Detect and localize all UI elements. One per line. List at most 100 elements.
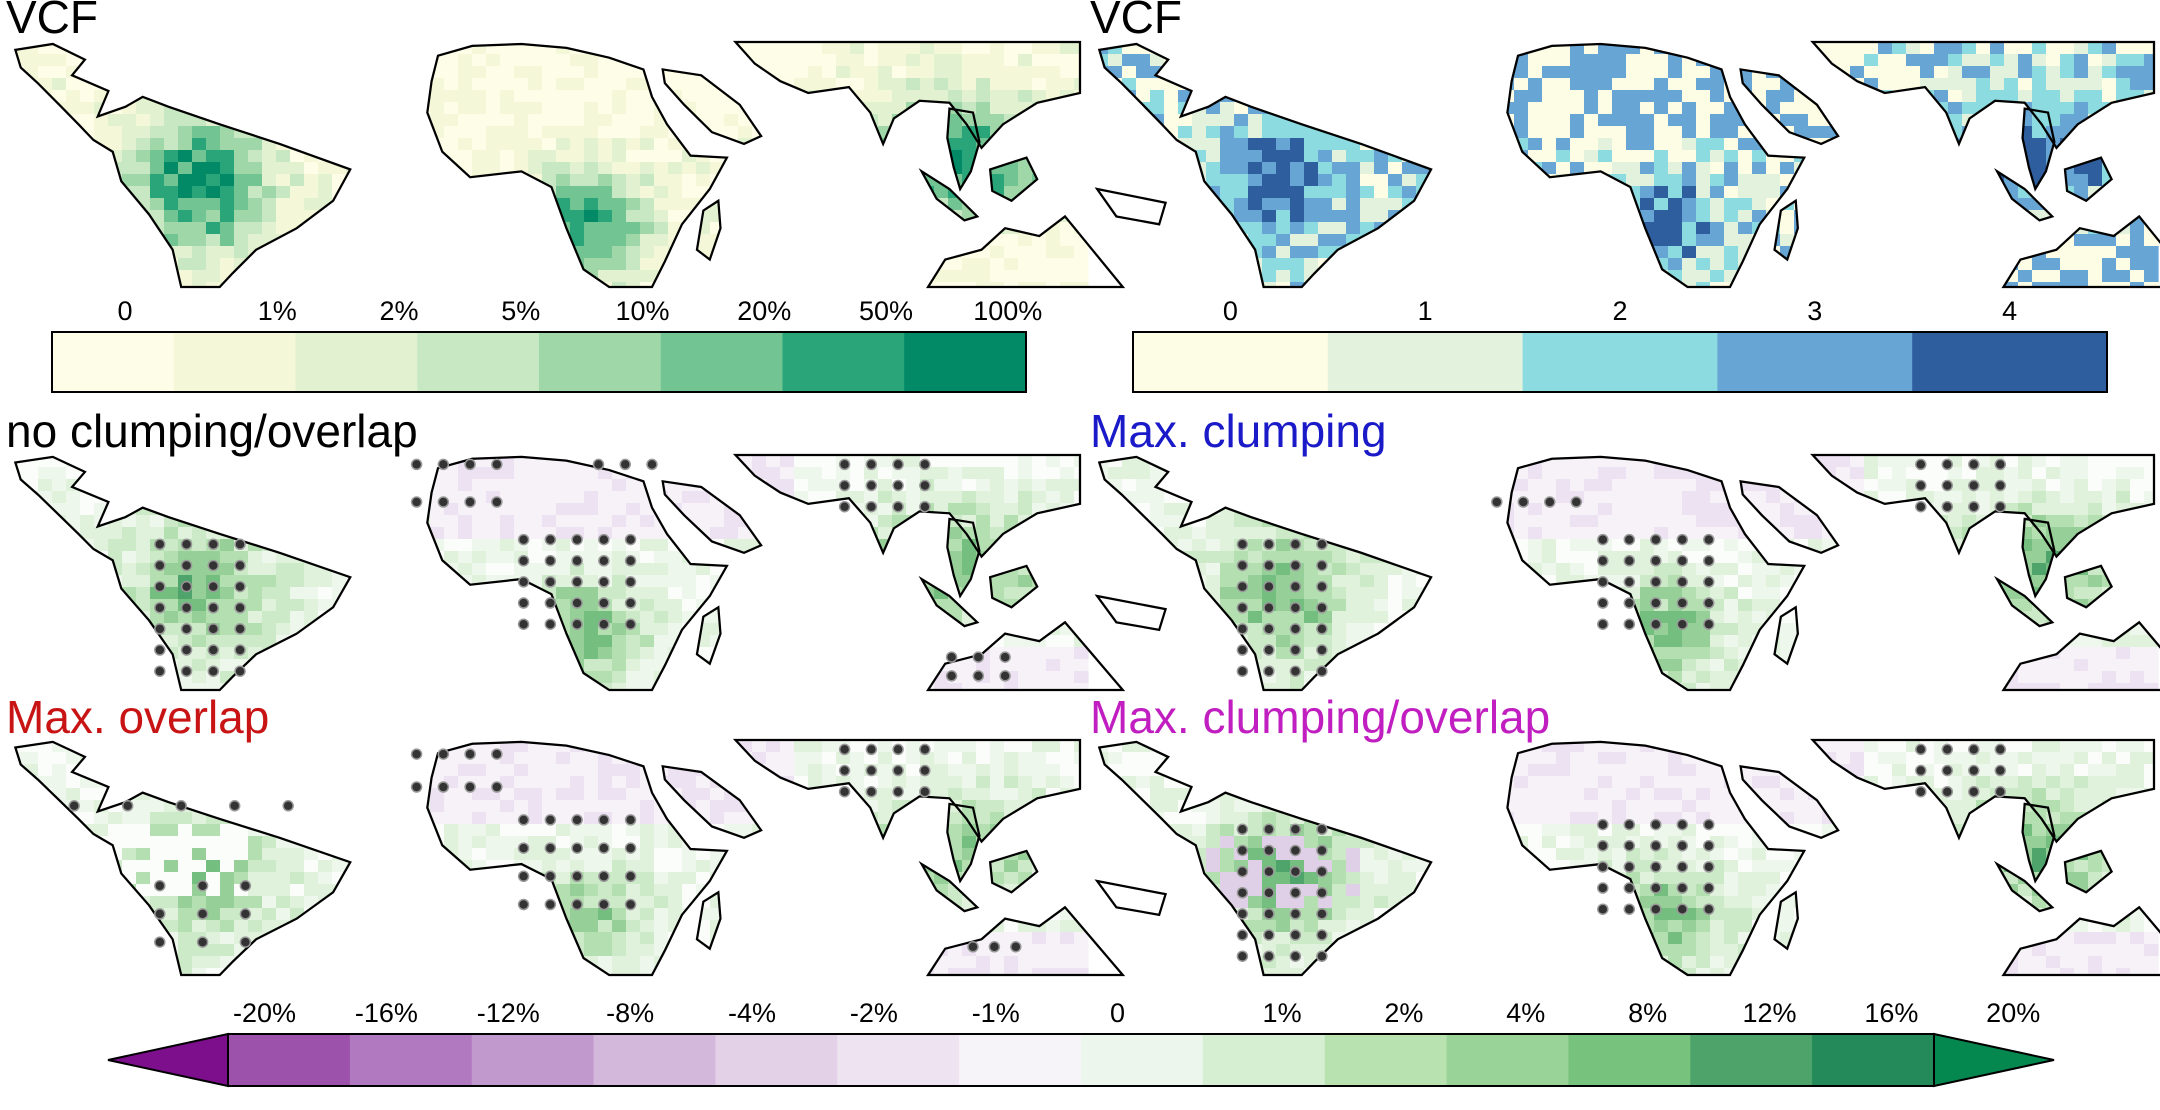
stipple-dot: [624, 898, 637, 911]
stipple-dot: [180, 602, 193, 614]
stipple-dot: [1289, 887, 1302, 899]
stipple-dot: [892, 785, 904, 798]
stipple-dot: [68, 800, 80, 812]
stipple-dot: [571, 898, 583, 911]
stipple-dot: [1236, 665, 1249, 677]
stipple-dot: [865, 479, 878, 492]
stipple-dot: [1623, 555, 1636, 567]
colorbar-tick-label: -1%: [972, 998, 1020, 1028]
colorbar-tick-label: -2%: [850, 998, 898, 1028]
stipple-dot: [1316, 929, 1328, 941]
stipple-dot: [1941, 764, 1954, 777]
colorbar-segment: [349, 1034, 473, 1086]
stipple-dot: [967, 941, 979, 953]
stipple-dot: [1968, 785, 1980, 798]
coastline-borneo: [990, 158, 1037, 201]
coastline-arabia: [663, 481, 761, 552]
stipple-dot: [1236, 844, 1249, 857]
stipple-dot: [1597, 618, 1609, 630]
stipple-dot: [1289, 929, 1302, 941]
stipple-dot: [154, 602, 166, 614]
stipple-dot: [1703, 555, 1715, 567]
stipple-dot: [1676, 555, 1689, 567]
stipple-dot: [1236, 538, 1249, 551]
map-max-clumping-overlap: [1094, 740, 2160, 981]
stipple-dot: [1316, 844, 1328, 857]
coastline-newguinea: [1097, 881, 1165, 915]
stipple-dot: [624, 814, 637, 826]
stipple-dot: [1263, 644, 1275, 656]
map-vcf-class: [1094, 42, 2160, 295]
stipple-dot: [1703, 882, 1715, 894]
coastline-australia: [2003, 622, 2160, 690]
stipple-dot: [838, 500, 851, 513]
stipple-dot: [1676, 597, 1689, 609]
stipple-dot: [1915, 743, 1927, 756]
stipple-dot: [865, 500, 878, 513]
stipple-dot: [196, 936, 209, 948]
stipple-dot: [1236, 559, 1249, 572]
stipple-dot: [1650, 818, 1662, 831]
coastline-borneo: [2065, 158, 2112, 201]
stipple-dot: [1597, 597, 1609, 609]
stipple-dot: [121, 800, 134, 812]
stipple-dot: [544, 618, 557, 630]
stipple-dot: [838, 785, 851, 798]
stipple-dot: [544, 597, 557, 609]
stipple-dot: [154, 559, 166, 572]
colorbar-segment: [417, 332, 540, 392]
coastline-asia: [1813, 42, 2154, 148]
stipple-dot: [571, 814, 583, 826]
stipple-dot: [1968, 743, 1980, 756]
stipple-dot: [1597, 840, 1609, 852]
stipple-dot: [1676, 903, 1689, 915]
stipple-dot: [1941, 500, 1954, 513]
stipple-dot: [1236, 602, 1249, 614]
stipple-dot: [1263, 929, 1275, 941]
stipple-dot: [1289, 538, 1302, 551]
colorbar-tick-label: 10%: [615, 296, 669, 326]
stipple-dot: [919, 764, 931, 777]
colorbar-tick-label: 0: [118, 296, 133, 326]
stipple-dot: [234, 665, 246, 677]
stipple-dot: [1650, 597, 1662, 609]
coastline-arabia: [663, 69, 761, 143]
coastline-madagascar: [1775, 607, 1798, 663]
colorbar-tick-label: 20%: [1986, 998, 2040, 1028]
stipple-dot: [571, 597, 583, 609]
stipple-dot: [865, 743, 878, 756]
stipple-dot: [1597, 555, 1609, 567]
colorbar-tick-label: 8%: [1628, 998, 1667, 1028]
coastline-america: [15, 44, 350, 287]
stipple-dot: [517, 842, 530, 854]
stipple-dot: [1968, 479, 1980, 492]
stipple-dot: [1236, 929, 1249, 941]
colorbar-segment: [1446, 1034, 1569, 1086]
stipple-dot: [544, 898, 557, 911]
colorbar-segment: [660, 332, 783, 392]
stipple-dot: [234, 623, 246, 635]
stipple-dot: [464, 748, 476, 760]
colorbar-segment: [471, 1034, 595, 1086]
stipple-dot: [1650, 618, 1662, 630]
stipple-dot: [491, 781, 503, 793]
coastline-asia: [735, 455, 1080, 557]
stipple-dot: [919, 479, 931, 492]
stipple-dot: [282, 800, 294, 812]
stipple-dot: [517, 898, 530, 911]
stipple-dot: [1915, 458, 1927, 471]
stipple-dot: [1289, 844, 1302, 857]
stipple-dot: [972, 670, 985, 682]
stipple-dot: [517, 555, 530, 567]
colorbar-tick-label: 1%: [258, 296, 297, 326]
stipple-dot: [1010, 941, 1022, 953]
colorbar-segment: [1327, 332, 1524, 392]
panel-title-max-clumping-overlap: Max. clumping/overlap: [1090, 691, 1551, 743]
coastline-arabia: [663, 766, 761, 837]
stipple-dot: [1623, 903, 1636, 915]
stipple-dot: [624, 576, 637, 588]
stipple-dot: [239, 879, 252, 892]
stipple-dot: [1968, 500, 1980, 513]
stipple-dot: [1676, 861, 1689, 873]
